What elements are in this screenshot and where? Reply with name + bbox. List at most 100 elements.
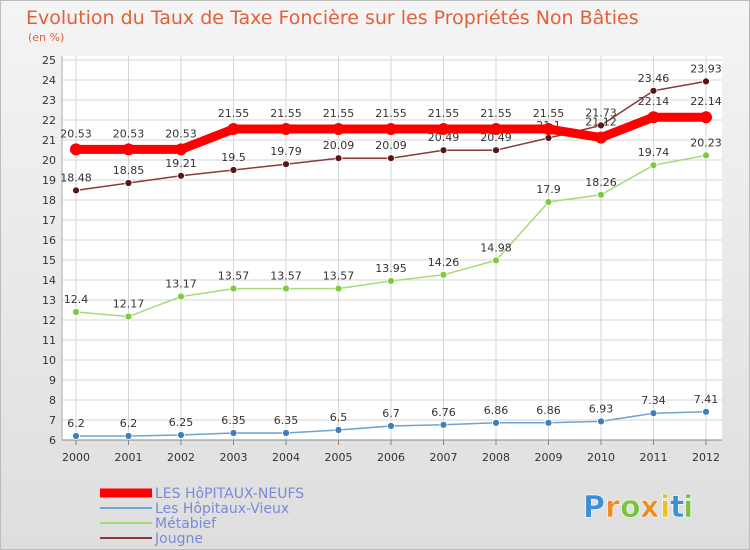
data-point [229, 429, 238, 437]
data-point [334, 426, 343, 434]
data-label: 19.5 [221, 151, 246, 164]
data-point [597, 121, 605, 130]
y-tick-label: 6 [49, 434, 56, 447]
data-label: 6.76 [431, 406, 456, 419]
data-point [649, 86, 658, 95]
data-point [332, 123, 345, 135]
data-point [177, 431, 185, 439]
data-label: 14.26 [428, 256, 460, 269]
logo-letter: P [583, 490, 605, 525]
data-label: 6.86 [536, 404, 561, 417]
data-label: 12.17 [113, 298, 145, 311]
logo-letter: x [640, 490, 659, 525]
data-label: 21.55 [533, 107, 565, 120]
data-point [70, 143, 82, 156]
data-label: 23.93 [690, 62, 722, 75]
data-point [542, 123, 555, 135]
data-point [492, 418, 500, 427]
x-tick-label: 2012 [692, 451, 720, 464]
data-point [490, 123, 502, 135]
data-point [387, 154, 395, 163]
data-point [647, 111, 660, 124]
data-label: 20.09 [375, 139, 407, 152]
data-point [124, 312, 133, 321]
data-point [385, 123, 397, 135]
x-tick-label: 2010 [587, 451, 615, 464]
data-point [122, 143, 135, 156]
y-tick-label: 22 [42, 114, 56, 127]
logo-letter: i [683, 490, 693, 525]
data-label: 20.09 [323, 139, 355, 152]
data-point [227, 123, 240, 135]
data-point [229, 284, 238, 293]
data-point [597, 190, 605, 199]
data-point [72, 432, 80, 440]
data-label: 6.35 [221, 414, 246, 427]
y-tick-label: 11 [42, 334, 56, 347]
y-tick-label: 14 [42, 274, 56, 287]
data-label: 23.46 [638, 72, 670, 85]
data-point [439, 420, 448, 429]
x-tick-label: 2008 [482, 451, 510, 464]
data-label: 7.34 [641, 394, 666, 407]
data-point [229, 166, 238, 174]
series-0: 20.53 20.53 20.53 21.55 21.55 21.55 21.55 21.55… [60, 95, 722, 156]
x-tick-label: 2011 [640, 451, 668, 464]
data-point [177, 292, 185, 301]
chart-title: Evolution du Taux de Taxe Foncière sur l… [26, 7, 639, 29]
data-label: 21.55 [270, 107, 302, 120]
y-tick-label: 13 [42, 294, 56, 307]
data-point [387, 277, 395, 285]
y-tick-label: 8 [49, 394, 56, 407]
y-tick-label: 10 [42, 354, 56, 367]
data-label: 12.4 [64, 293, 89, 306]
data-label: 18.85 [113, 164, 145, 177]
data-label: 21.73 [585, 106, 617, 119]
data-point [124, 432, 133, 440]
x-tick-label: 2003 [220, 451, 248, 464]
x-tick-label: 2004 [272, 451, 300, 464]
y-tick-label: 9 [49, 374, 56, 387]
legend-label: Jougne [154, 531, 203, 547]
data-label: 21.55 [375, 107, 407, 120]
data-label: 17.9 [536, 183, 561, 196]
data-label: 6.5 [330, 411, 348, 424]
data-point [282, 429, 290, 437]
data-point [702, 151, 710, 160]
y-tick-label: 15 [42, 254, 56, 267]
data-point [544, 134, 553, 142]
data-label: 13.17 [165, 278, 197, 291]
data-point [649, 161, 658, 170]
y-tick-label: 12 [42, 314, 56, 327]
x-tick-label: 2002 [167, 451, 195, 464]
data-point [649, 409, 658, 418]
data-point [72, 186, 80, 195]
x-tick-label: 2000 [62, 451, 90, 464]
logo-letter: r [605, 490, 620, 525]
data-point [700, 111, 712, 124]
data-point [544, 418, 553, 427]
grid [62, 56, 722, 441]
data-label: 18.48 [60, 171, 92, 184]
axes: 6 7 8 9 10 11 12 13 14 15 16 17 18 19 20 21 22 23 24 25 2000… [42, 54, 722, 464]
data-label: 6.7 [382, 407, 400, 420]
y-tick-label: 25 [42, 54, 56, 67]
logo-letter: i [660, 490, 670, 525]
data-label: 13.57 [218, 270, 250, 283]
y-tick-label: 24 [42, 74, 56, 87]
series-group: 6.2 6.2 6.25 6.35 6.35 6.5 6.7 6.76 6.86 6.86 6.93… [60, 62, 722, 440]
x-tick-label: 2001 [115, 451, 143, 464]
data-point [437, 123, 450, 135]
data-point [702, 407, 710, 416]
data-label: 6.86 [484, 404, 509, 417]
data-label: 22.14 [690, 95, 722, 108]
y-tick-label: 7 [49, 414, 56, 427]
y-tick-label: 23 [42, 94, 56, 107]
data-label: 21.55 [428, 107, 460, 120]
data-label: 21.12 [585, 116, 617, 129]
logo-letter: t [670, 490, 684, 525]
data-point [72, 308, 80, 316]
